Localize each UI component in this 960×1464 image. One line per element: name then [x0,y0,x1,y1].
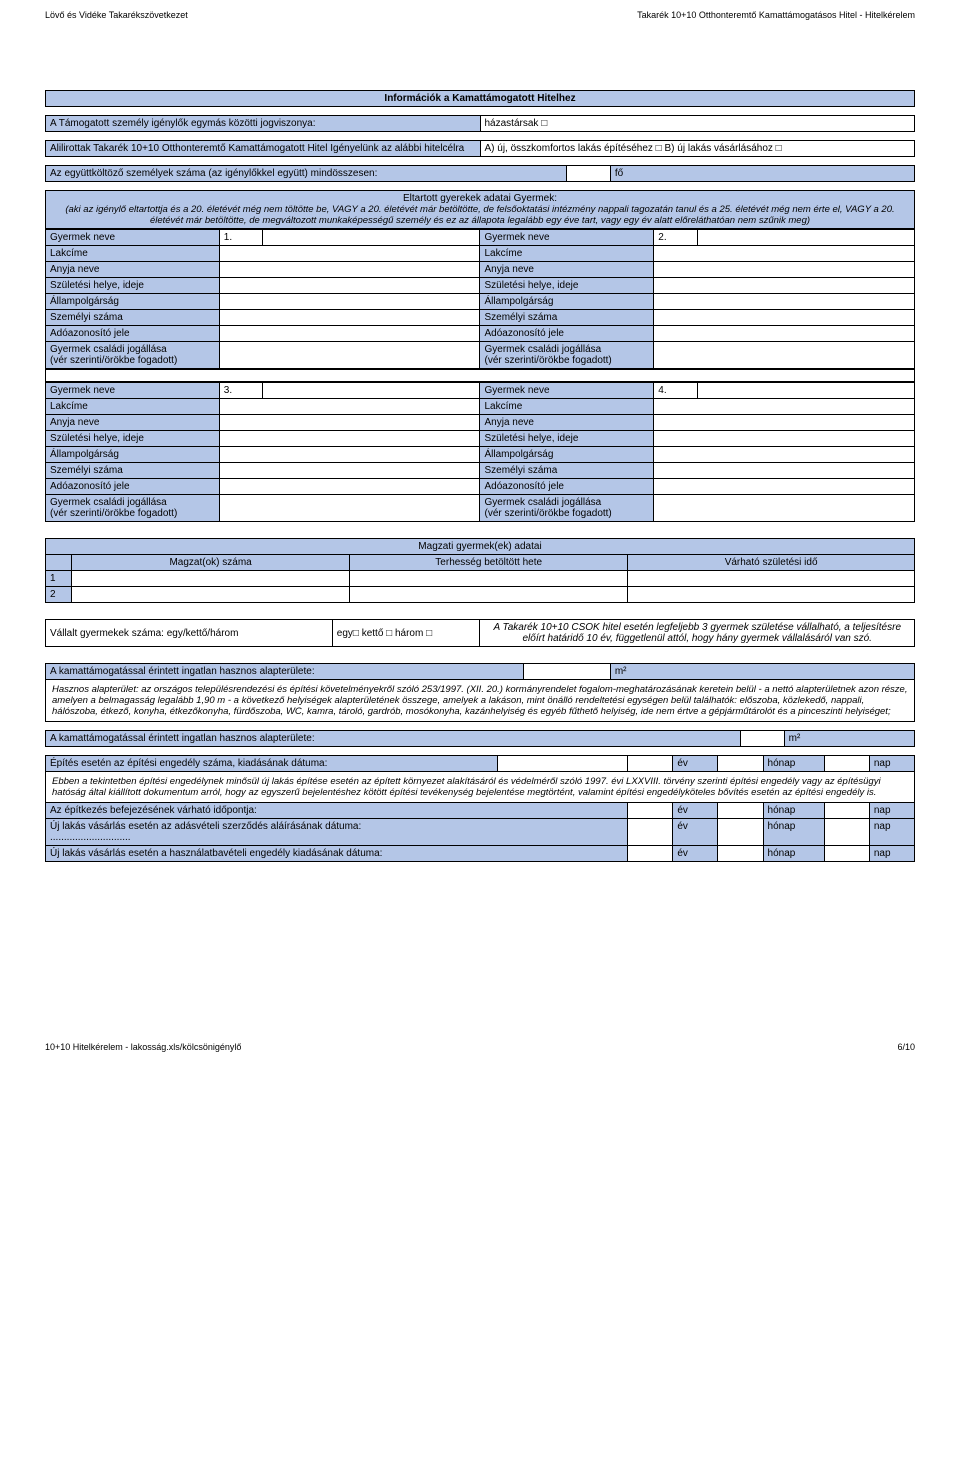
header-right: Takarék 10+10 Otthonteremtő Kamattámogat… [637,10,915,20]
child4-num: 4. [654,383,697,399]
build-table: Építés esetén az építési engedély száma,… [45,755,915,862]
footer-right: 6/10 [897,1042,915,1052]
area2-table: A kamattámogatással érintett ingatlan ha… [45,730,915,747]
child4-citizen[interactable] [654,447,915,463]
child1-idnum[interactable] [219,310,480,326]
area2-input[interactable] [741,731,784,747]
fetal2-due[interactable] [628,587,915,603]
child3-addr[interactable] [219,399,480,415]
children-section: Eltartott gyerekek adatai Gyermek: (aki … [46,191,915,229]
child1-mother[interactable] [219,262,480,278]
complete-m[interactable] [718,803,763,819]
contract-y[interactable] [628,819,673,846]
occupancy-d[interactable] [824,846,869,862]
fetal1-week[interactable] [350,571,628,587]
occupancy-y[interactable] [628,846,673,862]
child1-birth[interactable] [219,278,480,294]
child3-idnum[interactable] [219,463,480,479]
fetal2-week[interactable] [350,587,628,603]
header-left: Lövő és Vidéke Takarékszövetkezet [45,10,188,20]
child3-status[interactable] [219,495,480,522]
child3-num: 3. [219,383,262,399]
fetal2-count[interactable] [72,587,350,603]
child1-taxid[interactable] [219,326,480,342]
relationship-label: A Támogatott személy igénylők egymás köz… [46,116,481,132]
child4-mother[interactable] [654,415,915,431]
child2-mother[interactable] [654,262,915,278]
child3-taxid[interactable] [219,479,480,495]
movers-count-unit: fő [610,166,914,182]
permit-m-val[interactable] [718,756,763,772]
child1-addr[interactable] [219,246,480,262]
relationship-value[interactable]: házastársak [480,116,915,132]
contract-m[interactable] [718,819,763,846]
child4-birth[interactable] [654,431,915,447]
child4-name[interactable] [697,383,914,399]
permit-number[interactable] [497,756,627,772]
pledge-label: Vállalt gyermekek száma: egy/kettő/három [46,620,333,647]
child1-name[interactable] [263,230,480,246]
title-bar: Információk a Kamattámogatott Hitelhez [45,90,915,107]
child4-status[interactable] [654,495,915,522]
fetal-table: Magzati gyermek(ek) adatai Magzat(ok) sz… [45,538,915,603]
fetal1-count[interactable] [72,571,350,587]
child2-birth[interactable] [654,278,915,294]
pledge-note: A Takarék 10+10 CSOK hitel esetén legfel… [480,620,915,647]
child2-taxid[interactable] [654,326,915,342]
permit-d-val[interactable] [824,756,869,772]
child3-name[interactable] [263,383,480,399]
child1-citizen[interactable] [219,294,480,310]
child3-mother[interactable] [219,415,480,431]
footer-left: 10+10 Hitelkérelem - lakosság.xls/kölcsö… [45,1042,241,1052]
loan-purpose-value[interactable]: A) új, összkomfortos lakás építéséhez □ … [480,141,915,157]
complete-d[interactable] [824,803,869,819]
pledge-table: Vállalt gyermekek száma: egy/kettő/három… [45,619,915,647]
child-table-12: Gyermek neve 1. Gyermek neve 2. LakcímeL… [45,229,915,369]
child-table-34: Gyermek neve 3. Gyermek neve 4. LakcímeL… [45,382,915,522]
permit-y-val[interactable] [628,756,673,772]
child2-idnum[interactable] [654,310,915,326]
movers-count-input[interactable] [567,166,610,182]
child4-taxid[interactable] [654,479,915,495]
child2-citizen[interactable] [654,294,915,310]
child2-status[interactable] [654,342,915,369]
movers-count-label: Az együttköltöző személyek száma (az igé… [46,166,567,182]
area1-table: A kamattámogatással érintett ingatlan ha… [45,663,915,722]
child4-idnum[interactable] [654,463,915,479]
child1-status[interactable] [219,342,480,369]
child3-citizen[interactable] [219,447,480,463]
child2-num: 2. [654,230,697,246]
child4-addr[interactable] [654,399,915,415]
child1-num: 1. [219,230,262,246]
area-note: Hasznos alapterület: az országos települ… [46,680,915,722]
occupancy-m[interactable] [718,846,763,862]
area1-input[interactable] [523,664,610,680]
build-note: Ebben a tekintetben építési engedélynek … [46,772,915,803]
pledge-options[interactable]: egy□ kettő □ három [332,620,480,647]
child2-addr[interactable] [654,246,915,262]
child3-birth[interactable] [219,431,480,447]
fetal1-due[interactable] [628,571,915,587]
child2-name[interactable] [697,230,914,246]
loan-purpose-label: Alilirottak Takarék 10+10 Otthonteremtő … [46,141,481,157]
contract-d[interactable] [824,819,869,846]
complete-y[interactable] [628,803,673,819]
